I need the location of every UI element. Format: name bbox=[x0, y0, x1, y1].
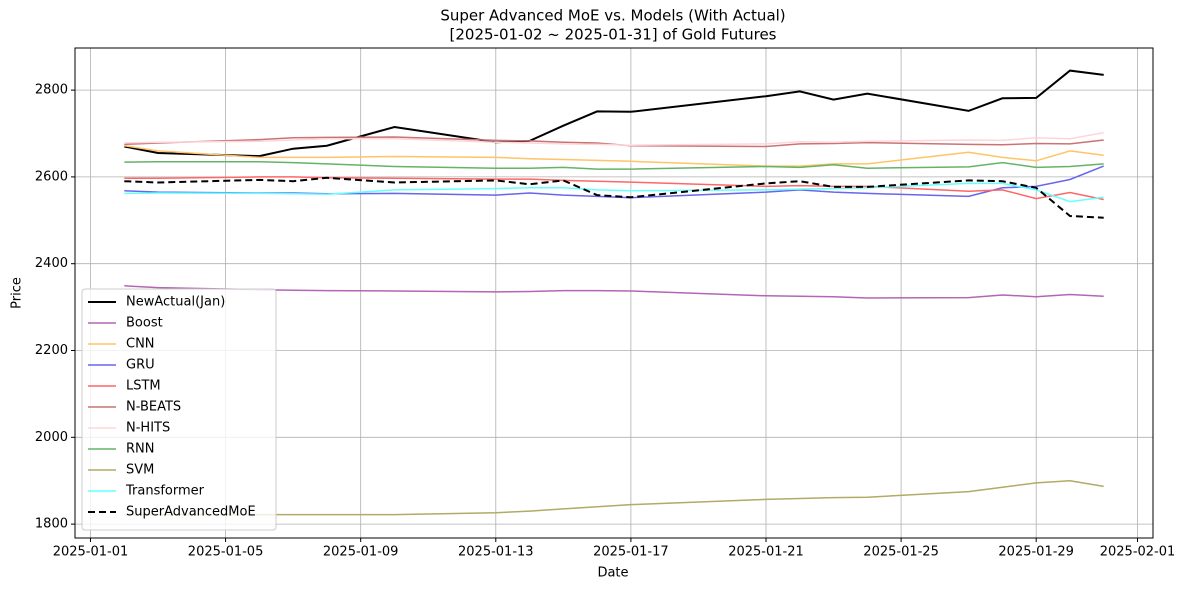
x-tick-label: 2025-01-25 bbox=[863, 545, 939, 560]
series-line bbox=[124, 69, 1104, 158]
y-tick-label: 1800 bbox=[35, 517, 68, 532]
legend-label: GRU bbox=[126, 358, 155, 373]
legend-label: Boost bbox=[126, 316, 163, 331]
x-tick-label: 2025-01-13 bbox=[458, 545, 534, 560]
legend-label: RNN bbox=[126, 442, 154, 457]
y-tick-label: 2400 bbox=[35, 256, 68, 271]
series-line bbox=[124, 182, 1104, 203]
legend-label: SVM bbox=[126, 463, 154, 478]
plot-frame bbox=[74, 47, 1154, 539]
y-tick-label: 2600 bbox=[35, 169, 68, 184]
legend-label: CNN bbox=[126, 337, 155, 352]
series-line bbox=[124, 479, 1104, 516]
y-tick-label: 2800 bbox=[35, 83, 68, 98]
series-line bbox=[124, 131, 1104, 146]
series-line bbox=[124, 144, 1104, 167]
x-tick-label: 2025-01-29 bbox=[998, 545, 1074, 560]
x-tick-label: 2025-01-01 bbox=[53, 545, 129, 560]
x-axis-label: Date bbox=[597, 566, 628, 581]
legend-label: SuperAdvancedMoE bbox=[126, 505, 256, 520]
y-tick-label: 2200 bbox=[35, 343, 68, 358]
legend: NewActual(Jan) Boost CNN GRU LSTM N-BEATS N-HI… bbox=[81, 288, 277, 531]
legend-label: LSTM bbox=[126, 379, 161, 394]
series-line bbox=[124, 285, 1104, 299]
legend-label: N-BEATS bbox=[126, 400, 181, 415]
legend-label: N-HITS bbox=[126, 421, 170, 436]
series-line bbox=[124, 176, 1104, 201]
x-tick-label: 2025-01-05 bbox=[188, 545, 264, 560]
x-tick-label: 2025-01-17 bbox=[593, 545, 669, 560]
chart-title: Super Advanced MoE vs. Models (With Actu… bbox=[440, 7, 785, 25]
series-line bbox=[124, 160, 1104, 170]
legend-label: NewActual(Jan) bbox=[126, 295, 225, 310]
chart-subtitle: [2025-01-02 ~ 2025-01-31] of Gold Future… bbox=[450, 26, 777, 44]
x-tick-label: 2025-01-21 bbox=[728, 545, 804, 560]
x-tick-label: 2025-01-09 bbox=[323, 545, 399, 560]
y-axis-label: Price bbox=[10, 277, 25, 309]
legend-box bbox=[81, 288, 277, 531]
y-tick-label: 2000 bbox=[35, 430, 68, 445]
legend-label: Transformer bbox=[125, 484, 205, 499]
x-tick-label: 2025-02-01 bbox=[1100, 545, 1176, 560]
